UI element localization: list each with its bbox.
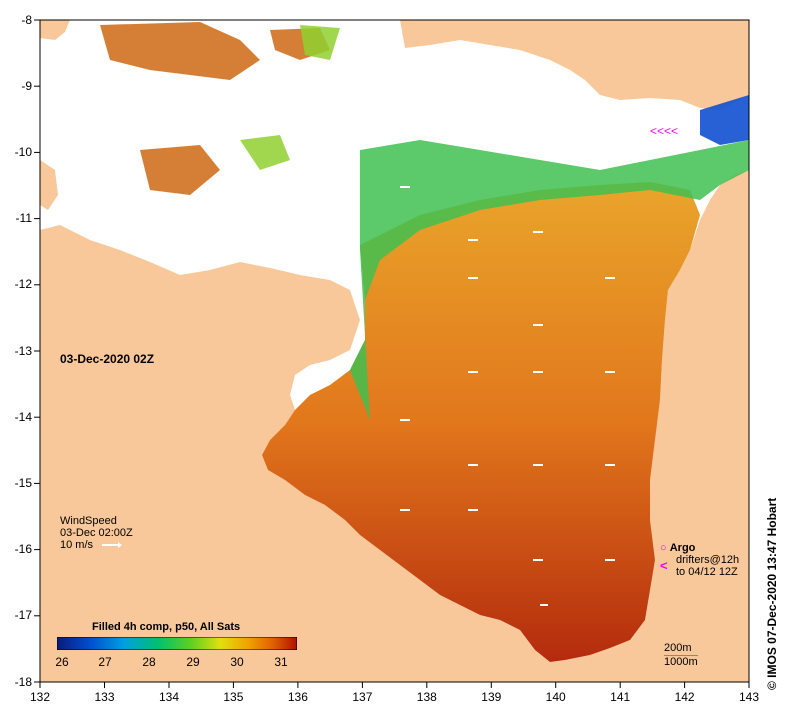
- land-northern-territory: [40, 170, 749, 682]
- depth-200m-label: 200m: [664, 642, 698, 656]
- axis-ticks: [34, 19, 750, 688]
- x-tick-label: 136: [287, 690, 308, 704]
- argo-marker-icon: ○: [660, 542, 667, 554]
- land-islands: [40, 20, 70, 210]
- y-tick-label: -12: [14, 277, 32, 291]
- depth-contour-legend: 200m 1000m: [664, 642, 698, 668]
- sst-colorbar: [57, 637, 297, 650]
- wind-scale-arrow-icon: [102, 542, 123, 549]
- map-date-label: 03-Dec-2020 02Z: [60, 352, 155, 366]
- colorbar-tick-label: 30: [230, 655, 244, 669]
- x-tick-label: 132: [29, 690, 51, 704]
- argo-drifters-time: to 04/12 12Z: [676, 566, 738, 578]
- wind-legend: WindSpeed 03-Dec 02:00Z 10 m/s: [60, 515, 133, 551]
- y-tick-label: -11: [15, 211, 32, 225]
- y-tick-label: -17: [14, 608, 32, 622]
- x-tick-label: 143: [738, 690, 760, 704]
- y-tick-label: -10: [14, 145, 32, 159]
- colorbar-title: Filled 4h comp, p50, All Sats: [92, 621, 241, 633]
- colorbar-tick-label: 27: [98, 655, 112, 669]
- wind-scale-label: 10 m/s: [60, 539, 94, 551]
- svg-text:<<<<: <<<<: [650, 124, 678, 138]
- argo-legend-title-row: ○ Argo: [660, 542, 739, 554]
- sst-gulf-warm: [262, 182, 700, 662]
- y-tick-label: -14: [14, 410, 32, 424]
- depth-1000m-label: 1000m: [664, 656, 698, 668]
- x-tick-label: 134: [158, 690, 180, 704]
- wind-legend-scale: 10 m/s: [60, 539, 133, 551]
- y-tick-label: -9: [21, 79, 32, 93]
- x-tick-label: 138: [416, 690, 437, 704]
- argo-drifters-label: drifters@12h: [676, 554, 740, 566]
- x-tick-label: 140: [545, 690, 566, 704]
- x-tick-label: 133: [94, 690, 115, 704]
- x-tick-label: 141: [610, 690, 631, 704]
- wind-arrows: [400, 186, 615, 606]
- colorbar-tick-label: 31: [274, 655, 288, 669]
- colorbar-tick-label: 28: [142, 655, 156, 669]
- sst-patches-north: [100, 22, 330, 195]
- sst-cold-patch: [700, 95, 749, 145]
- y-tick-label: -8: [21, 13, 32, 27]
- x-tick-label: 142: [674, 690, 695, 704]
- wind-legend-title: WindSpeed: [60, 515, 117, 527]
- y-tick-label: -18: [14, 675, 32, 689]
- argo-legend-drifters-row: < drifters@12h to 04/12 12Z: [660, 554, 739, 578]
- argo-legend-title: Argo: [669, 542, 696, 554]
- land-new-guinea: [400, 20, 749, 110]
- x-tick-label: 139: [481, 690, 502, 704]
- argo-drifter-tracks: <<<<: [650, 124, 678, 138]
- x-tick-label: 135: [223, 690, 244, 704]
- argo-arrow-icon: <: [660, 558, 668, 573]
- y-tick-label: -16: [14, 542, 32, 556]
- argo-legend: ○ Argo < drifters@12h to 04/12 12Z: [660, 542, 739, 578]
- sst-patches-green: [240, 25, 340, 170]
- wind-legend-time: 03-Dec 02:00Z: [60, 527, 133, 539]
- colorbar-tick-label: 26: [55, 655, 69, 669]
- y-tick-label: -13: [14, 344, 32, 358]
- imos-credit: © IMOS 07-Dec-2020 13:47 Hobart: [765, 497, 779, 690]
- sst-cool-band: [350, 140, 749, 420]
- colorbar-tick-label: 29: [186, 655, 200, 669]
- x-tick-label: 137: [352, 690, 373, 704]
- y-tick-label: -15: [14, 476, 32, 490]
